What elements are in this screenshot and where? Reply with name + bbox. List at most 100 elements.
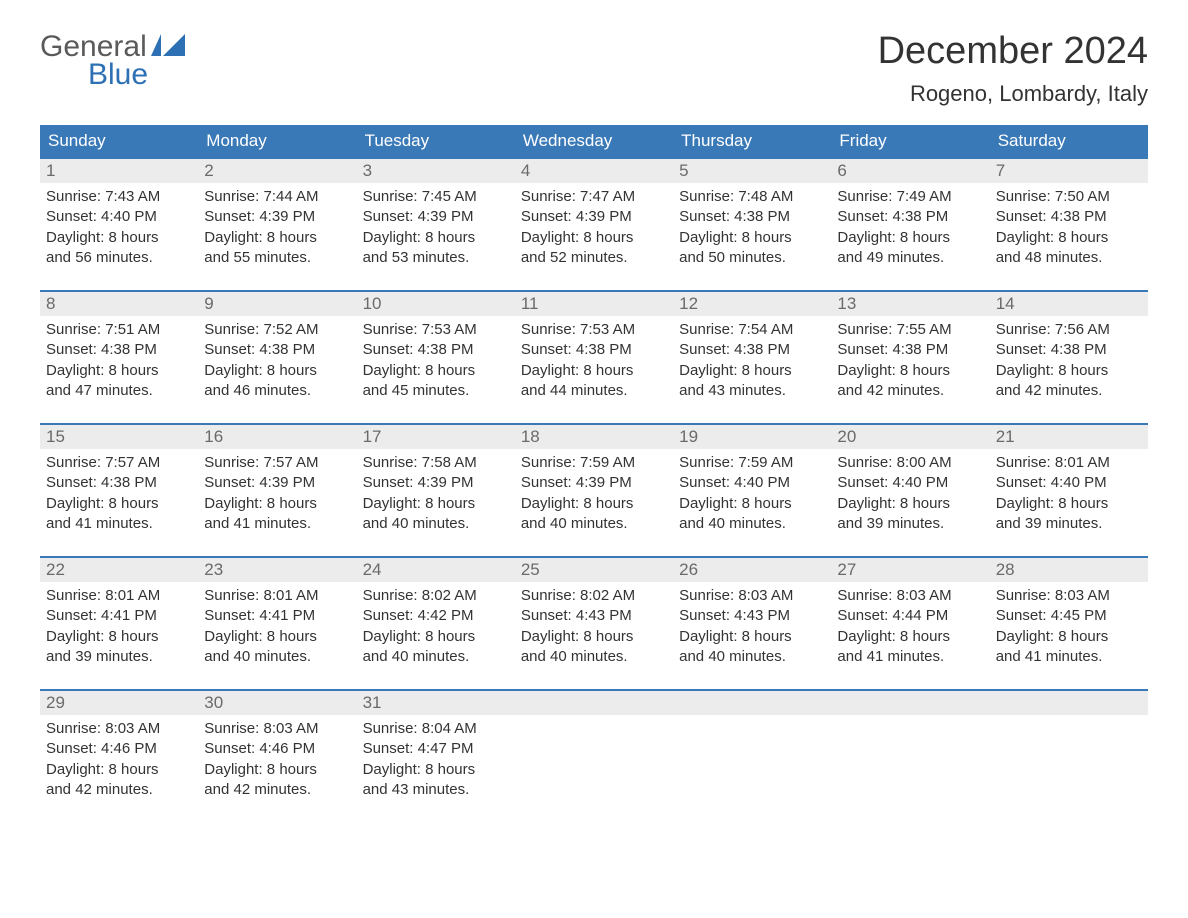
day-number: 22	[40, 558, 198, 582]
daylight-line-1: Daylight: 8 hours	[521, 627, 667, 647]
sunset-line: Sunset: 4:43 PM	[679, 606, 825, 626]
daylight-line-2: and 39 minutes.	[996, 514, 1142, 534]
daylight-line-2: and 40 minutes.	[679, 514, 825, 534]
daylight-line-2: and 43 minutes.	[363, 780, 509, 800]
sunset-line: Sunset: 4:46 PM	[204, 739, 350, 759]
sunset-line: Sunset: 4:40 PM	[996, 473, 1142, 493]
sunset-line: Sunset: 4:39 PM	[204, 473, 350, 493]
dayheader-tue: Tuesday	[357, 125, 515, 157]
day-number: 5	[673, 159, 831, 183]
sunrise-line: Sunrise: 7:53 AM	[521, 320, 667, 340]
calendar-week: 15Sunrise: 7:57 AMSunset: 4:38 PMDayligh…	[40, 423, 1148, 538]
day-number: 10	[357, 292, 515, 316]
day-number	[990, 691, 1148, 715]
daylight-line-1: Daylight: 8 hours	[204, 760, 350, 780]
day-details: Sunrise: 7:43 AMSunset: 4:40 PMDaylight:…	[40, 183, 198, 272]
calendar-day: 31Sunrise: 8:04 AMSunset: 4:47 PMDayligh…	[357, 691, 515, 804]
daylight-line-1: Daylight: 8 hours	[837, 361, 983, 381]
daylight-line-1: Daylight: 8 hours	[363, 494, 509, 514]
sunset-line: Sunset: 4:39 PM	[363, 473, 509, 493]
calendar-day: 4Sunrise: 7:47 AMSunset: 4:39 PMDaylight…	[515, 159, 673, 272]
page-header: General Blue December 2024 Rogeno, Lomba…	[40, 30, 1148, 107]
daylight-line-2: and 42 minutes.	[837, 381, 983, 401]
calendar-day: 10Sunrise: 7:53 AMSunset: 4:38 PMDayligh…	[357, 292, 515, 405]
daylight-line-2: and 40 minutes.	[363, 647, 509, 667]
day-details: Sunrise: 7:57 AMSunset: 4:38 PMDaylight:…	[40, 449, 198, 538]
day-number: 16	[198, 425, 356, 449]
day-number: 15	[40, 425, 198, 449]
sunrise-line: Sunrise: 8:03 AM	[46, 719, 192, 739]
sunset-line: Sunset: 4:44 PM	[837, 606, 983, 626]
sunset-line: Sunset: 4:38 PM	[837, 207, 983, 227]
day-details: Sunrise: 7:55 AMSunset: 4:38 PMDaylight:…	[831, 316, 989, 405]
sunrise-line: Sunrise: 7:57 AM	[204, 453, 350, 473]
day-details: Sunrise: 8:00 AMSunset: 4:40 PMDaylight:…	[831, 449, 989, 538]
day-number: 13	[831, 292, 989, 316]
sunset-line: Sunset: 4:38 PM	[521, 340, 667, 360]
sunset-line: Sunset: 4:38 PM	[679, 340, 825, 360]
sunset-line: Sunset: 4:45 PM	[996, 606, 1142, 626]
sunrise-line: Sunrise: 7:59 AM	[521, 453, 667, 473]
daylight-line-1: Daylight: 8 hours	[363, 760, 509, 780]
day-details: Sunrise: 8:01 AMSunset: 4:41 PMDaylight:…	[198, 582, 356, 671]
sunrise-line: Sunrise: 7:50 AM	[996, 187, 1142, 207]
sunset-line: Sunset: 4:39 PM	[204, 207, 350, 227]
calendar-day: 9Sunrise: 7:52 AMSunset: 4:38 PMDaylight…	[198, 292, 356, 405]
sunset-line: Sunset: 4:38 PM	[837, 340, 983, 360]
sunrise-line: Sunrise: 7:58 AM	[363, 453, 509, 473]
calendar-day: 28Sunrise: 8:03 AMSunset: 4:45 PMDayligh…	[990, 558, 1148, 671]
day-details: Sunrise: 7:44 AMSunset: 4:39 PMDaylight:…	[198, 183, 356, 272]
day-details: Sunrise: 7:53 AMSunset: 4:38 PMDaylight:…	[515, 316, 673, 405]
calendar-week: 1Sunrise: 7:43 AMSunset: 4:40 PMDaylight…	[40, 157, 1148, 272]
dayheader-fri: Friday	[831, 125, 989, 157]
sunset-line: Sunset: 4:38 PM	[996, 207, 1142, 227]
sunset-line: Sunset: 4:46 PM	[46, 739, 192, 759]
sunset-line: Sunset: 4:40 PM	[679, 473, 825, 493]
daylight-line-1: Daylight: 8 hours	[46, 627, 192, 647]
day-details: Sunrise: 8:03 AMSunset: 4:46 PMDaylight:…	[198, 715, 356, 804]
day-details: Sunrise: 7:57 AMSunset: 4:39 PMDaylight:…	[198, 449, 356, 538]
sunrise-line: Sunrise: 8:03 AM	[204, 719, 350, 739]
day-number: 31	[357, 691, 515, 715]
calendar-day: 14Sunrise: 7:56 AMSunset: 4:38 PMDayligh…	[990, 292, 1148, 405]
day-details: Sunrise: 8:03 AMSunset: 4:43 PMDaylight:…	[673, 582, 831, 671]
day-number: 12	[673, 292, 831, 316]
daylight-line-1: Daylight: 8 hours	[837, 494, 983, 514]
sunset-line: Sunset: 4:38 PM	[679, 207, 825, 227]
daylight-line-2: and 42 minutes.	[996, 381, 1142, 401]
sunrise-line: Sunrise: 7:45 AM	[363, 187, 509, 207]
weeks-container: 1Sunrise: 7:43 AMSunset: 4:40 PMDaylight…	[40, 157, 1148, 804]
day-number: 6	[831, 159, 989, 183]
dayheader-thu: Thursday	[673, 125, 831, 157]
daylight-line-2: and 47 minutes.	[46, 381, 192, 401]
sunset-line: Sunset: 4:40 PM	[837, 473, 983, 493]
day-number: 28	[990, 558, 1148, 582]
day-details: Sunrise: 8:01 AMSunset: 4:40 PMDaylight:…	[990, 449, 1148, 538]
day-details: Sunrise: 8:03 AMSunset: 4:44 PMDaylight:…	[831, 582, 989, 671]
day-details: Sunrise: 7:54 AMSunset: 4:38 PMDaylight:…	[673, 316, 831, 405]
day-details: Sunrise: 7:53 AMSunset: 4:38 PMDaylight:…	[357, 316, 515, 405]
logo-flag-icon	[151, 34, 185, 61]
sunset-line: Sunset: 4:47 PM	[363, 739, 509, 759]
calendar-day: 12Sunrise: 7:54 AMSunset: 4:38 PMDayligh…	[673, 292, 831, 405]
calendar-week: 22Sunrise: 8:01 AMSunset: 4:41 PMDayligh…	[40, 556, 1148, 671]
sunrise-line: Sunrise: 8:03 AM	[679, 586, 825, 606]
sunset-line: Sunset: 4:38 PM	[363, 340, 509, 360]
day-details: Sunrise: 7:52 AMSunset: 4:38 PMDaylight:…	[198, 316, 356, 405]
logo: General Blue	[40, 30, 185, 92]
day-number: 25	[515, 558, 673, 582]
sunrise-line: Sunrise: 8:00 AM	[837, 453, 983, 473]
calendar-day: 21Sunrise: 8:01 AMSunset: 4:40 PMDayligh…	[990, 425, 1148, 538]
daylight-line-1: Daylight: 8 hours	[204, 361, 350, 381]
daylight-line-2: and 53 minutes.	[363, 248, 509, 268]
day-number: 27	[831, 558, 989, 582]
day-number: 11	[515, 292, 673, 316]
sunset-line: Sunset: 4:42 PM	[363, 606, 509, 626]
daylight-line-1: Daylight: 8 hours	[204, 627, 350, 647]
calendar-day: 3Sunrise: 7:45 AMSunset: 4:39 PMDaylight…	[357, 159, 515, 272]
sunset-line: Sunset: 4:41 PM	[46, 606, 192, 626]
calendar-day	[990, 691, 1148, 804]
dayheader-wed: Wednesday	[515, 125, 673, 157]
calendar-day	[673, 691, 831, 804]
daylight-line-1: Daylight: 8 hours	[363, 228, 509, 248]
